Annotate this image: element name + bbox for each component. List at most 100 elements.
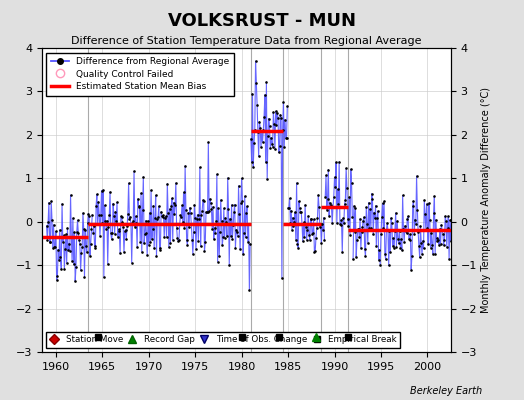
Point <box>188 237 196 244</box>
Point <box>422 226 430 233</box>
Point <box>391 210 400 216</box>
Point <box>260 92 269 98</box>
Point <box>115 228 124 234</box>
Point <box>341 197 350 204</box>
Point <box>351 205 359 211</box>
Point <box>150 245 158 252</box>
Point <box>425 217 434 223</box>
Point <box>379 225 387 232</box>
Point <box>385 262 393 269</box>
Point <box>137 190 145 196</box>
Point <box>51 244 59 251</box>
Point <box>172 180 180 186</box>
Point <box>399 226 408 232</box>
Point <box>91 244 100 251</box>
Point <box>93 221 102 227</box>
Point <box>300 234 309 240</box>
Point <box>328 220 336 227</box>
Point <box>124 180 133 186</box>
Point <box>112 217 121 224</box>
Point <box>313 215 322 221</box>
Point <box>355 234 364 240</box>
Point <box>347 180 356 186</box>
Point <box>260 114 268 120</box>
Point <box>278 275 286 281</box>
Point <box>450 255 458 261</box>
Point <box>77 267 85 274</box>
Point <box>140 231 149 238</box>
Point <box>302 237 311 243</box>
Point <box>436 241 445 247</box>
Point <box>424 241 432 248</box>
Point <box>185 204 194 211</box>
Point <box>217 218 226 224</box>
Point <box>153 216 161 222</box>
Point <box>380 198 388 204</box>
Text: VOLKSRUST - MUN: VOLKSRUST - MUN <box>168 12 356 30</box>
Point <box>244 221 253 227</box>
Point <box>288 227 296 233</box>
Point <box>327 202 335 208</box>
Point <box>333 186 342 192</box>
Point <box>332 159 340 166</box>
Point <box>48 216 56 223</box>
Point <box>370 210 378 216</box>
Point <box>406 236 414 243</box>
Point <box>249 164 257 170</box>
Point <box>57 266 66 272</box>
Point <box>423 225 432 231</box>
Point <box>50 244 59 250</box>
Point <box>216 197 225 203</box>
Point <box>292 180 301 186</box>
Point <box>82 242 90 249</box>
Point <box>125 216 134 222</box>
Point <box>369 231 377 237</box>
Point <box>59 239 67 245</box>
Point <box>361 246 369 252</box>
Point <box>336 222 345 228</box>
Point <box>393 218 401 224</box>
Legend: Station Move, Record Gap, Time of Obs. Change, Empirical Break: Station Move, Record Gap, Time of Obs. C… <box>46 332 400 348</box>
Point <box>201 239 210 245</box>
Point <box>276 112 285 118</box>
Point <box>124 211 132 217</box>
Point <box>438 227 446 234</box>
Point <box>225 262 233 268</box>
Point <box>66 247 74 254</box>
Point <box>101 202 109 209</box>
Point <box>122 226 130 233</box>
Point <box>354 226 362 233</box>
Point <box>264 133 272 140</box>
Point <box>375 257 383 263</box>
Point <box>398 192 407 199</box>
Point <box>210 236 218 242</box>
Point <box>410 231 419 237</box>
Point <box>199 197 207 203</box>
Point <box>414 228 422 235</box>
Point <box>336 221 344 228</box>
Point <box>233 229 241 236</box>
Point <box>268 141 276 148</box>
Point <box>47 198 56 204</box>
Point <box>123 223 131 229</box>
Point <box>68 258 77 264</box>
Point <box>237 175 246 182</box>
Point <box>378 214 386 220</box>
Point <box>74 230 82 236</box>
Point <box>156 247 165 253</box>
Point <box>352 254 361 260</box>
Point <box>100 274 108 280</box>
Point <box>444 213 453 220</box>
Point <box>301 202 309 208</box>
Point <box>213 171 221 178</box>
Point <box>213 258 222 265</box>
Point <box>237 200 245 207</box>
Point <box>148 226 157 232</box>
Point <box>312 235 320 241</box>
Title: Difference of Station Temperature Data from Regional Average: Difference of Station Temperature Data f… <box>71 36 421 46</box>
Point <box>148 236 156 242</box>
Point <box>323 196 332 202</box>
Point <box>411 216 419 223</box>
Point <box>241 193 249 199</box>
Point <box>315 204 323 210</box>
